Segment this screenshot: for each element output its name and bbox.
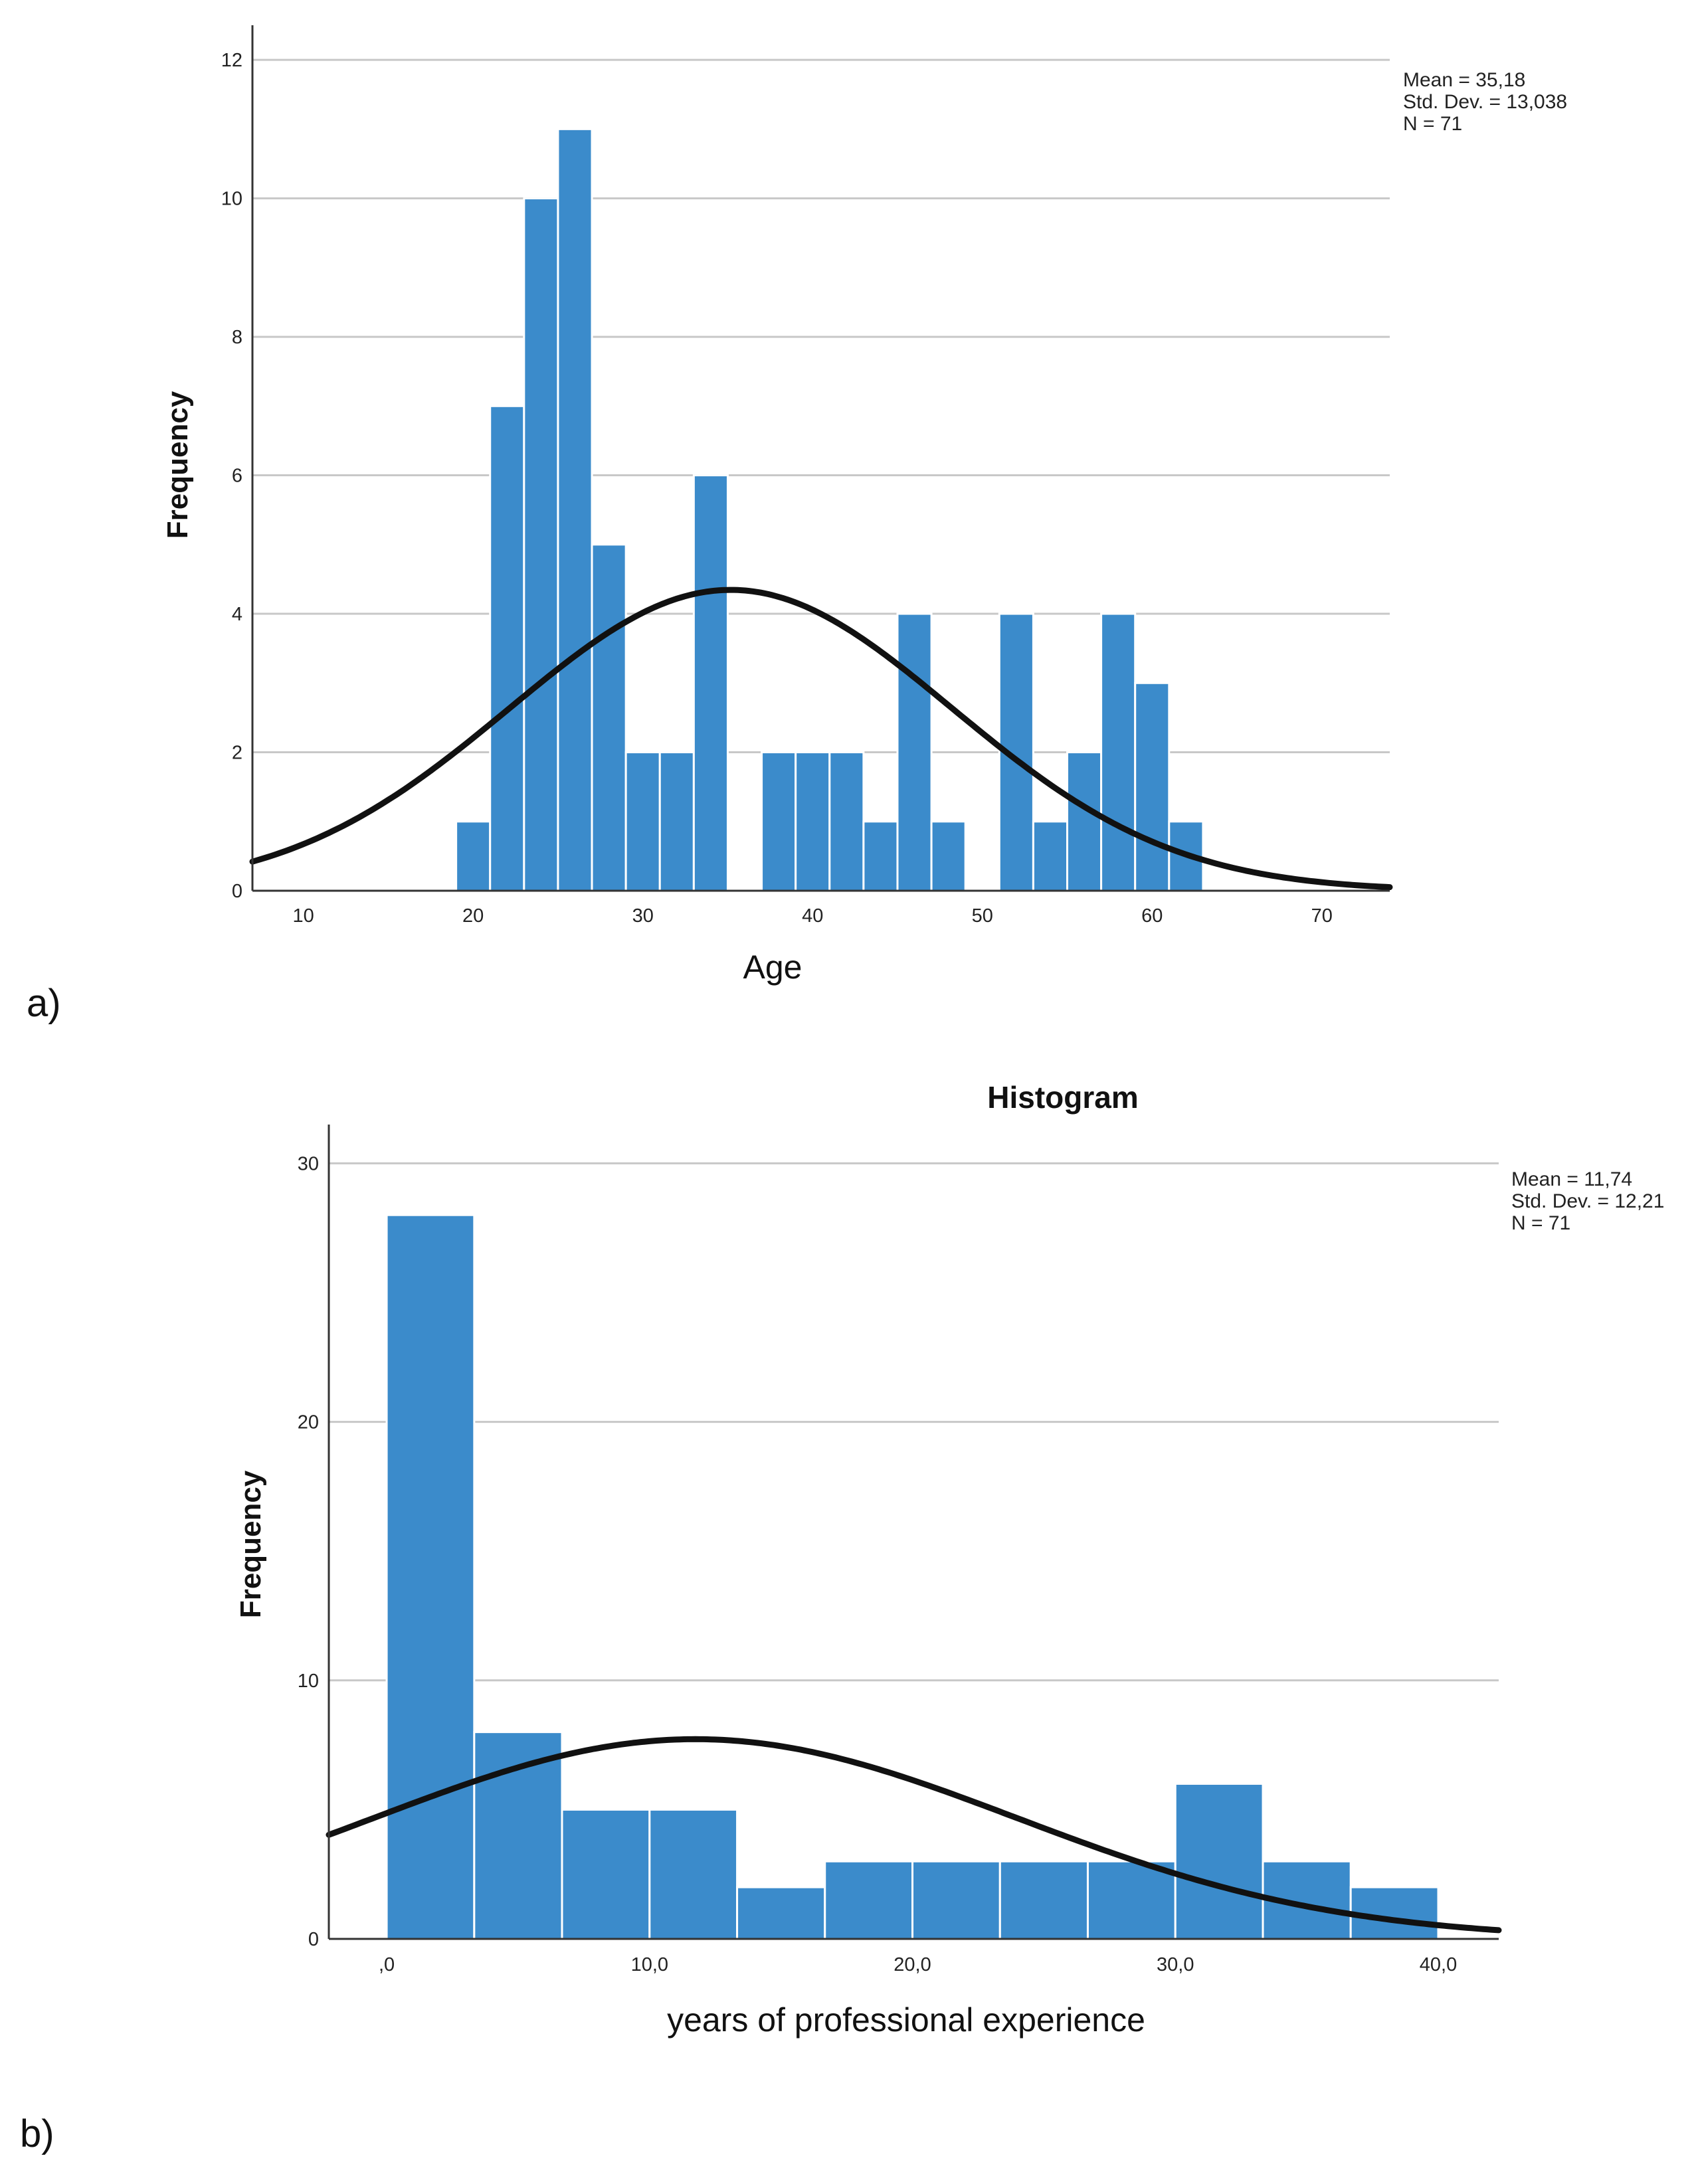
y-axis-label: Frequency (235, 1470, 267, 1618)
histogram-bar (624, 751, 661, 892)
bars (385, 1214, 1440, 1940)
x-tick-label: 20 (462, 905, 484, 927)
stat-sd: Std. Dev. = 13,038 (1403, 91, 1567, 113)
bars (455, 128, 1204, 892)
x-axis-label: Age (743, 949, 802, 986)
stat-mean: Mean = 35,18 (1403, 69, 1525, 91)
y-tick-label: 6 (232, 466, 242, 487)
x-axis-label: years of professional experience (667, 2001, 1145, 2039)
x-tick-label: 40,0 (1420, 1954, 1457, 1975)
histogram-bar (795, 751, 831, 892)
histogram-bar (911, 1860, 1001, 1940)
normal-curve (326, 1736, 1502, 1934)
y-tick-labels: 0 10 20 30 (298, 1153, 319, 1950)
histogram-bar (736, 1886, 826, 1940)
histogram-bar (658, 751, 695, 892)
x-tick-label: 50 (972, 905, 993, 927)
y-tick-label: 0 (232, 881, 242, 902)
grid-lines (329, 1162, 1499, 1682)
histogram-bar (828, 751, 865, 892)
x-tick-label: 40 (802, 905, 823, 927)
x-tick-labels: ,0 10,0 20,0 30,0 40,0 (379, 1954, 1457, 1975)
x-tick-label: 20,0 (894, 1954, 931, 1975)
histogram-bar (591, 543, 627, 892)
chart-title: Histogram (987, 1080, 1138, 1115)
histogram-bar (1134, 682, 1171, 892)
x-tick-label: 70 (1311, 905, 1333, 927)
stat-mean: Mean = 11,74 (1511, 1168, 1632, 1190)
histogram-bar (692, 474, 729, 892)
stat-n: N = 71 (1511, 1212, 1570, 1234)
x-tick-label: ,0 (379, 1954, 395, 1975)
histogram-bar (489, 405, 525, 892)
x-tick-label: 10 (293, 905, 314, 927)
x-tick-label: 10,0 (631, 1954, 668, 1975)
histogram-bar (561, 1808, 651, 1940)
histogram-age: 10 20 30 40 50 60 70 0 2 4 6 8 10 12 Frequency Age M… (27, 25, 1567, 1025)
histogram-bar (1349, 1886, 1440, 1940)
y-axis-label: Frequency (161, 391, 194, 539)
y-tick-label: 30 (298, 1153, 319, 1174)
histogram-bar (1100, 612, 1137, 892)
y-tick-label: 20 (298, 1412, 319, 1433)
y-tick-label: 4 (232, 604, 242, 625)
stats-box: Mean = 35,18 Std. Dev. = 13,038 N = 71 (1403, 69, 1567, 135)
histogram-bar (998, 1860, 1089, 1940)
y-tick-label: 0 (308, 1929, 319, 1950)
histogram-bar (1066, 751, 1103, 892)
histogram-bar (385, 1214, 476, 1940)
histogram-bar (557, 128, 593, 892)
y-tick-labels: 0 2 4 6 8 10 12 (221, 50, 242, 902)
stats-box: Mean = 11,74 Std. Dev. = 12,21 N = 71 (1511, 1168, 1664, 1234)
histogram-bar (473, 1731, 563, 1940)
y-tick-label: 12 (221, 50, 242, 71)
x-tick-label: 60 (1141, 905, 1163, 927)
histogram-bar (824, 1860, 914, 1940)
y-tick-label: 10 (298, 1671, 319, 1692)
histogram-bar (896, 612, 933, 892)
histogram-bar (761, 751, 797, 892)
histogram-bar (862, 820, 899, 892)
normal-curve (249, 587, 1393, 891)
y-tick-label: 10 (221, 189, 242, 210)
stat-sd: Std. Dev. = 12,21 (1511, 1190, 1664, 1212)
x-tick-labels: 10 20 30 40 50 60 70 (293, 905, 1333, 927)
x-tick-label: 30,0 (1157, 1954, 1194, 1975)
histogram-experience: Histogram ,0 10,0 20,0 30,0 40,0 0 10 20 30 Fre… (20, 1080, 1664, 2155)
stat-n: N = 71 (1403, 113, 1462, 135)
y-tick-label: 8 (232, 327, 242, 348)
grid-lines (252, 58, 1390, 754)
x-tick-label: 30 (632, 905, 654, 927)
y-tick-label: 2 (232, 743, 242, 764)
histogram-bar (1032, 820, 1069, 892)
histogram-bar (648, 1808, 739, 1940)
panel-label-a: a) (27, 982, 61, 1025)
histogram-bar (930, 820, 967, 892)
histogram-bar (1086, 1860, 1177, 1940)
panel-label-b: b) (20, 2112, 54, 2155)
histogram-bar (523, 197, 559, 892)
histogram-bar (455, 820, 492, 892)
histogram-bar (1174, 1782, 1264, 1940)
